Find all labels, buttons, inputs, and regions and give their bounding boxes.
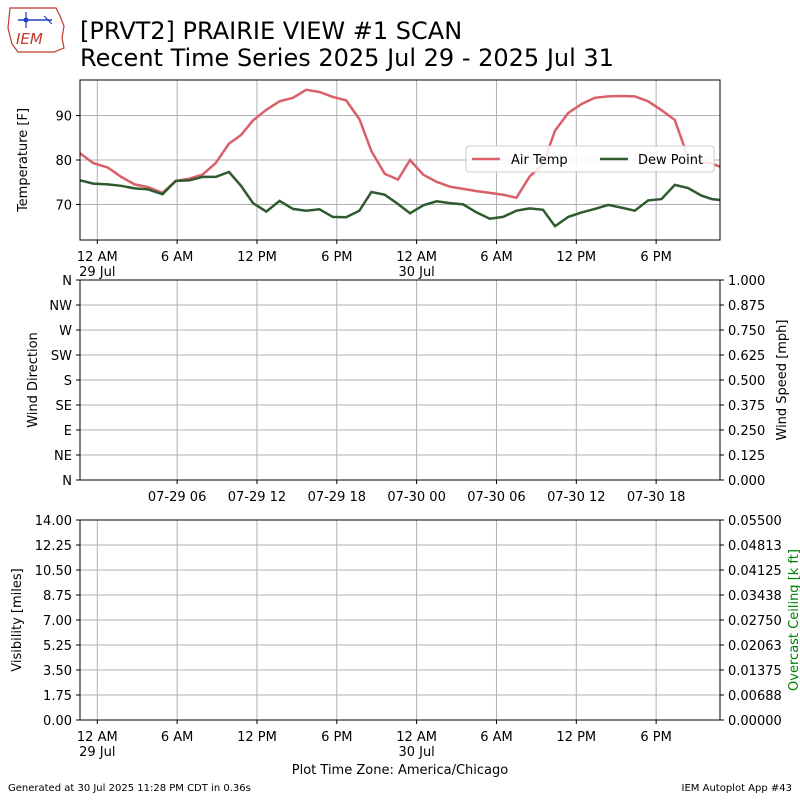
x-tick-sublabel: 30 Jul	[398, 745, 434, 760]
y-tick-label: 1.75	[43, 689, 72, 704]
x-tick-label: 6 AM	[161, 730, 194, 745]
x-tick-label: 6 PM	[640, 250, 671, 265]
iem-logo: IEM	[7, 7, 65, 53]
generated-note: Generated at 30 Jul 2025 11:28 PM CDT in…	[8, 783, 251, 794]
logo-text: IEM	[16, 30, 43, 48]
y-tick-label: 14.00	[35, 514, 72, 529]
wind-panel: N 0.000 NE 0.125 E 0.250 SE 0.375 S 0.500 SW 0.625 W…	[26, 274, 790, 505]
x-tick-label: 12 AM	[396, 250, 437, 265]
y-tick-label: SE	[56, 399, 72, 414]
app-credit: IEM Autoplot App #43	[681, 783, 792, 794]
x-tick-label: 07-30 12	[547, 490, 605, 505]
air-temp-line	[80, 88, 720, 200]
x-tick-label: 6 PM	[321, 730, 352, 745]
x-tick-label: 6 AM	[161, 250, 194, 265]
y-tick-label: 12.25	[35, 539, 72, 554]
y-tick-label: 80	[55, 154, 72, 169]
y-tick-label: 5.25	[43, 639, 72, 654]
y-tick-label: 0.00	[43, 714, 72, 729]
y-tick-label-right: 0.375	[728, 399, 765, 414]
y-tick-label-right: 0.00000	[728, 714, 782, 729]
plot-frame	[79, 79, 721, 241]
y-tick-label-right: 0.00688	[728, 689, 782, 704]
y-tick-label-right: 0.500	[728, 374, 765, 389]
legend-box	[465, 145, 715, 173]
x-tick-sublabel: 30 Jul	[398, 265, 434, 280]
x-tick-sublabel: 29 Jul	[79, 265, 115, 280]
y-tick-label: S	[64, 374, 72, 389]
y-tick-label-right: 0.02750	[728, 614, 782, 629]
legend-label-dew-point: Dew Point	[638, 153, 703, 168]
y-tick-label-right: 0.250	[728, 424, 765, 439]
x-tick-label: 07-29 06	[148, 490, 206, 505]
x-tick-label: 6 PM	[321, 250, 352, 265]
y-tick-label-right: 1.000	[728, 274, 765, 289]
y-tick-label-right: 0.05500	[728, 514, 782, 529]
y-tick-label: N	[62, 474, 72, 489]
x-tick-label: 12 AM	[396, 730, 437, 745]
y-tick-label-right: 0.875	[728, 299, 765, 314]
y-axis-label-right: Wind Speed [mph]	[775, 320, 790, 441]
x-tick-label: 12 PM	[556, 730, 596, 745]
x-tick-label: 07-29 12	[228, 490, 286, 505]
y-tick-label: 3.50	[43, 664, 72, 679]
visibility-panel: 0.00 0.00000 1.75 0.00688 3.50 0.01375 5.25 0.0…	[10, 514, 800, 760]
x-tick-label: 6 PM	[640, 730, 671, 745]
y-tick-label: NW	[49, 299, 72, 314]
y-tick-label: NE	[54, 449, 72, 464]
y-axis-label: Visibility [miles]	[10, 568, 25, 671]
y-axis-label: Temperature [F]	[16, 108, 31, 213]
y-tick-label: 8.75	[43, 589, 72, 604]
y-tick-label-right: 0.000	[728, 474, 765, 489]
timezone-label: Plot Time Zone: America/Chicago	[291, 763, 509, 778]
y-tick-label-right: 0.04813	[728, 539, 782, 554]
x-tick-label: 07-30 18	[627, 490, 685, 505]
y-tick-label: 70	[55, 198, 72, 213]
y-tick-label-right: 0.02063	[728, 639, 782, 654]
x-tick-label: 12 AM	[77, 730, 118, 745]
y-axis-label: Wind Direction	[26, 332, 41, 428]
x-tick-label: 6 AM	[480, 730, 513, 745]
x-tick-label: 12 PM	[237, 730, 277, 745]
x-tick-label: 12 PM	[556, 250, 596, 265]
y-tick-label: 90	[55, 110, 72, 125]
x-tick-label: 07-30 00	[387, 490, 445, 505]
plot-frame	[79, 519, 721, 721]
y-tick-label-right: 0.03438	[728, 589, 782, 604]
x-tick-label: 07-29 18	[308, 490, 366, 505]
x-tick-label: 12 AM	[77, 250, 118, 265]
y-tick-label: SW	[51, 349, 72, 364]
plot-frame	[79, 279, 721, 481]
x-tick-label: 07-30 06	[467, 490, 525, 505]
y-axis-label-right: Overcast Ceiling [k ft]	[787, 549, 800, 691]
y-tick-label-right: 0.04125	[728, 564, 782, 579]
x-tick-label: 12 PM	[237, 250, 277, 265]
y-tick-label-right: 0.750	[728, 324, 765, 339]
y-tick-label-right: 0.625	[728, 349, 765, 364]
chart-subtitle: Recent Time Series 2025 Jul 29 - 2025 Ju…	[80, 44, 614, 72]
y-tick-label-right: 0.125	[728, 449, 765, 464]
y-tick-label: 7.00	[43, 614, 72, 629]
legend-label-air-temp: Air Temp	[511, 153, 568, 168]
legend: Air Temp Dew Point	[465, 145, 715, 173]
x-tick-label: 6 AM	[480, 250, 513, 265]
y-tick-label: E	[64, 424, 72, 439]
y-tick-label: W	[59, 324, 72, 339]
y-tick-label: 10.50	[35, 564, 72, 579]
y-tick-label-right: 0.01375	[728, 664, 782, 679]
y-tick-label: N	[62, 274, 72, 289]
dew-point-line	[80, 170, 720, 228]
x-tick-sublabel: 29 Jul	[79, 745, 115, 760]
chart-title: [PRVT2] PRAIRIE VIEW #1 SCAN	[80, 17, 463, 45]
